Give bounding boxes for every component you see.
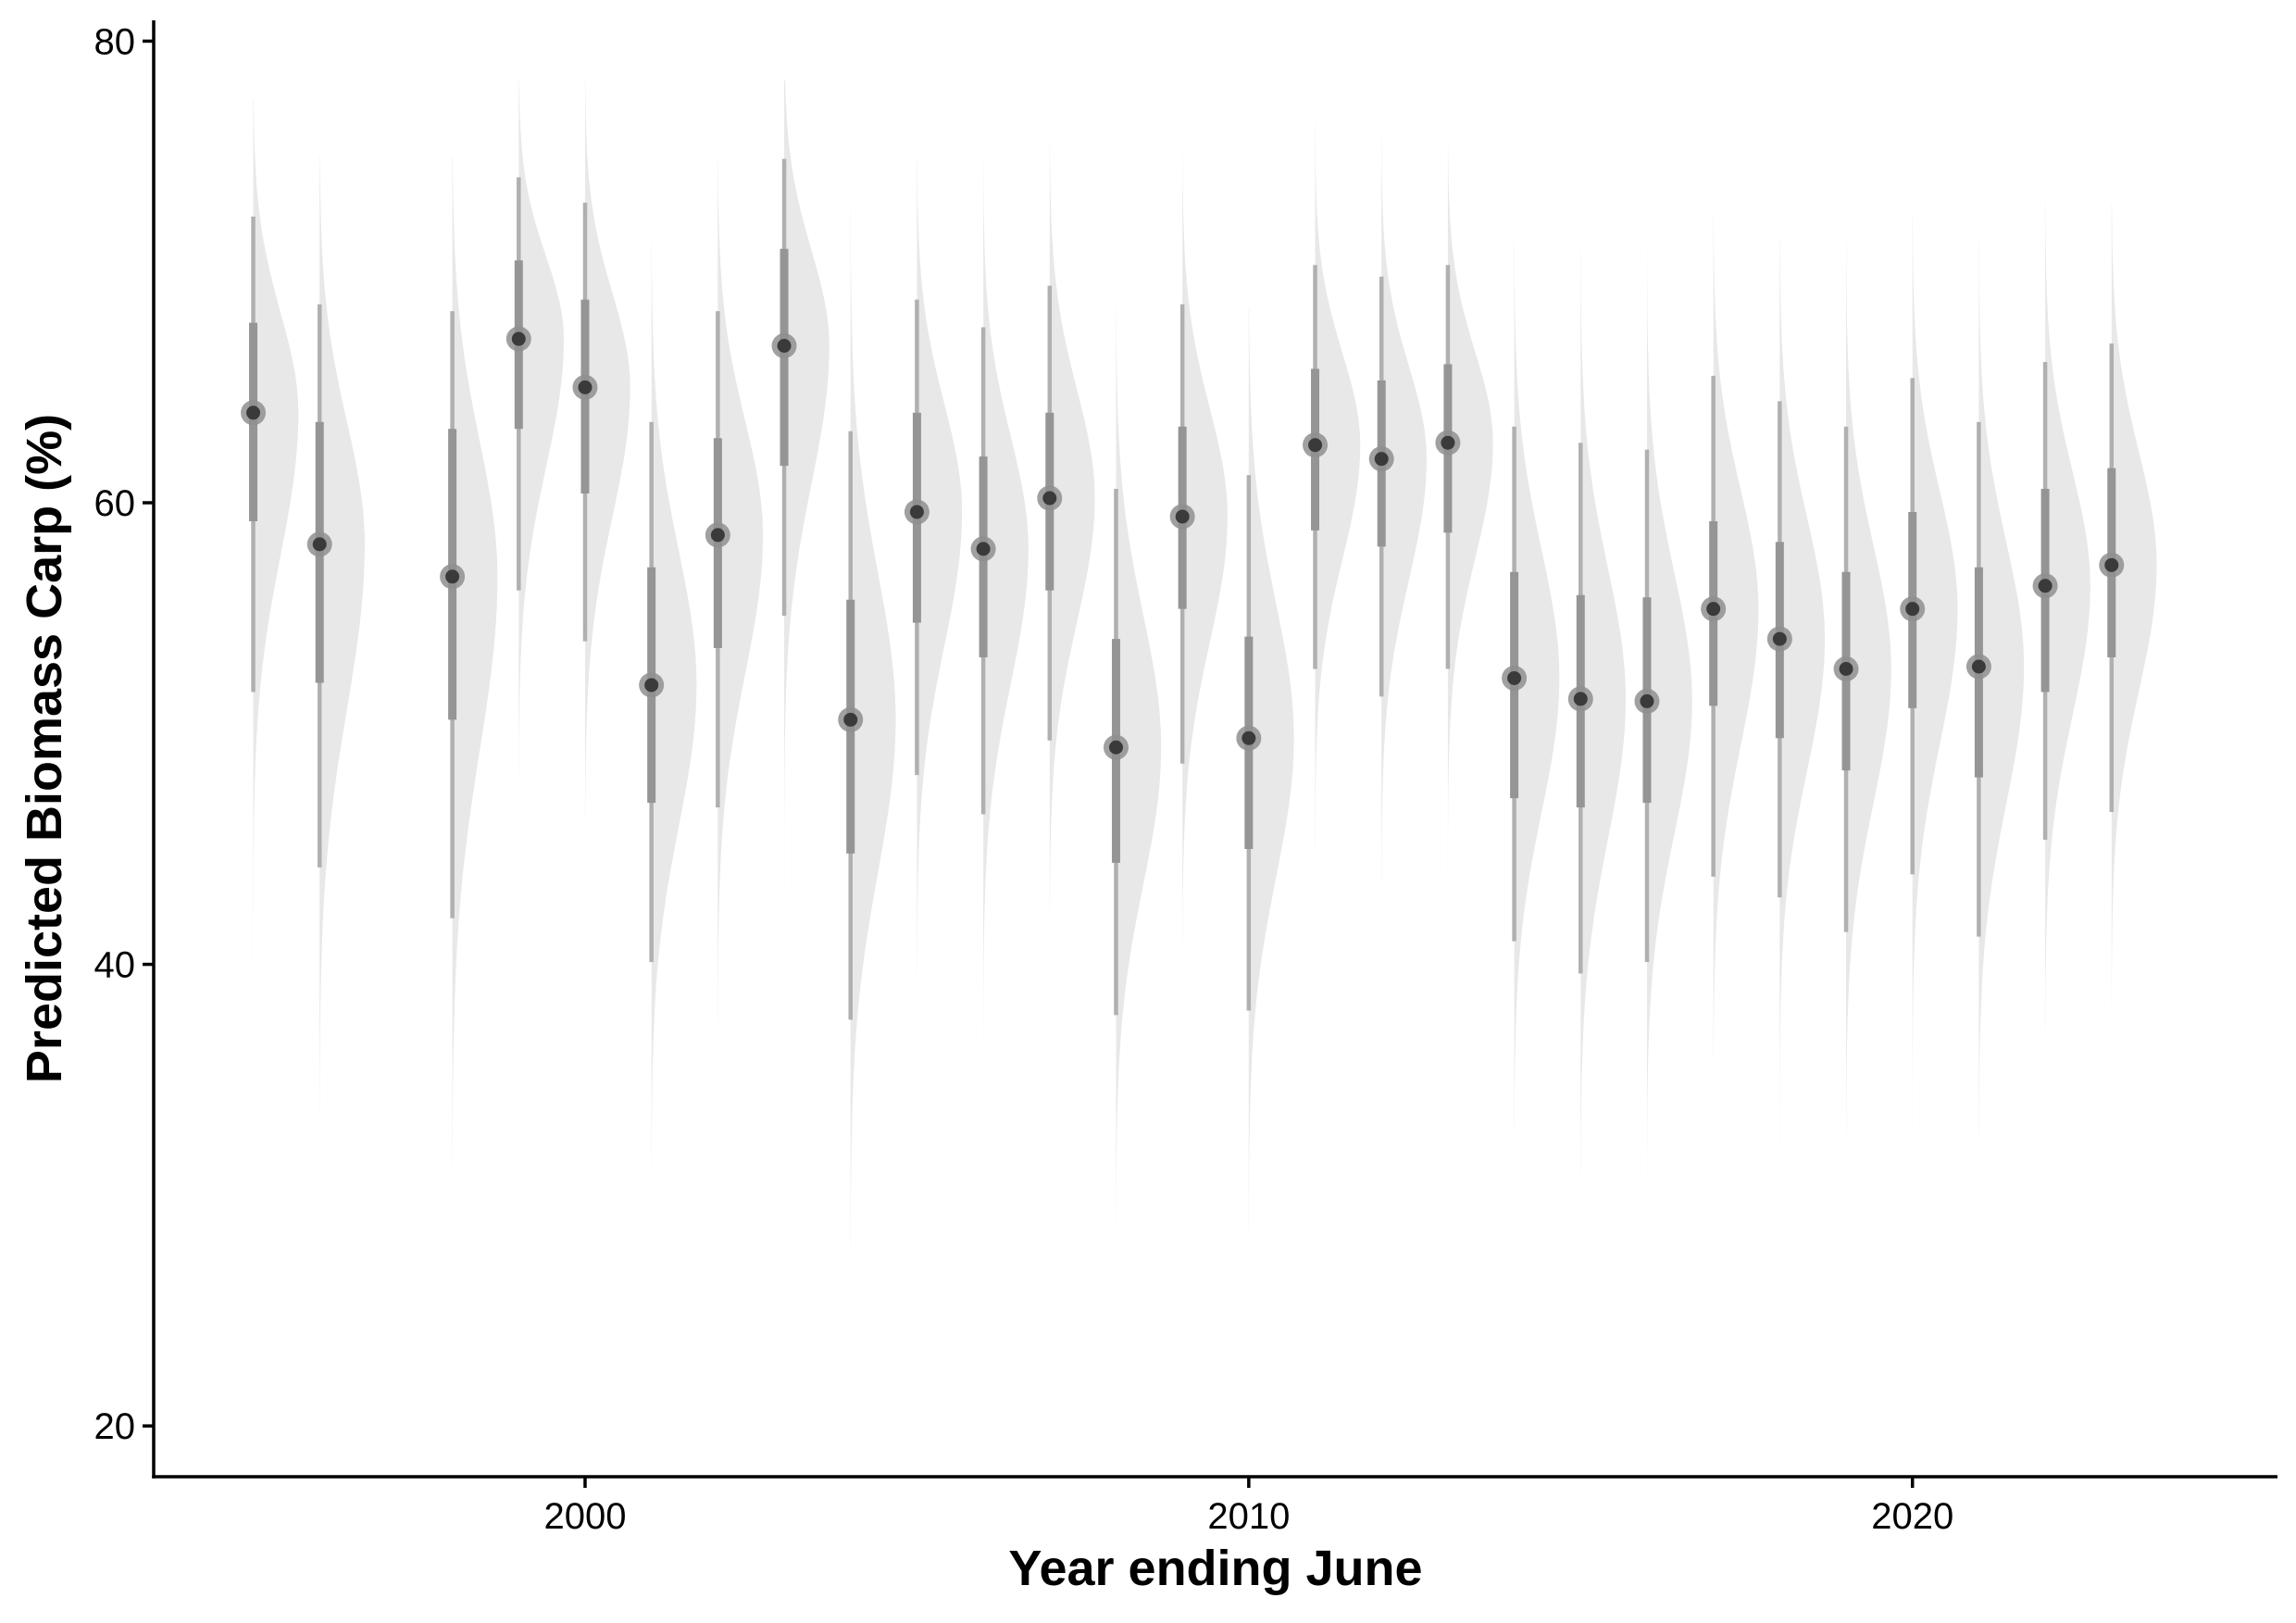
median-center-2013 — [1441, 435, 1455, 450]
data-point-2011 — [1303, 121, 1361, 942]
median-center-2015 — [1573, 692, 1588, 706]
density-1996 — [319, 156, 365, 1161]
y-ticks: 20 40 60 80 — [94, 21, 154, 1447]
median-center-2002 — [710, 528, 725, 543]
density-2018 — [1779, 237, 1826, 1149]
density-2012 — [1381, 133, 1427, 918]
density-2004 — [850, 191, 896, 1415]
x-tick-label: 2000 — [543, 1496, 626, 1537]
density-2015 — [1580, 237, 1626, 1242]
median-center-2004 — [843, 712, 858, 727]
data-point-2007 — [1037, 144, 1095, 1057]
density-2005 — [917, 156, 963, 1195]
density-2023 — [2111, 202, 2157, 1022]
median-center-2014 — [1507, 670, 1522, 685]
median-center-2008 — [1108, 740, 1123, 755]
median-center-2012 — [1374, 452, 1389, 467]
data-point-2006 — [970, 156, 1029, 1127]
data-point-2001 — [639, 237, 697, 1345]
density-2006 — [983, 156, 1029, 1127]
data-point-2021 — [1965, 225, 2025, 1195]
density-2013 — [1447, 144, 1493, 942]
y-tick-label: 20 — [94, 1406, 136, 1447]
chart-marks — [241, 80, 2157, 1415]
data-point-2015 — [1567, 237, 1626, 1242]
median-center-1998 — [445, 569, 460, 584]
data-point-2013 — [1435, 144, 1493, 942]
y-tick-label: 60 — [94, 483, 136, 524]
density-2019 — [1846, 237, 1891, 1138]
median-center-2003 — [777, 338, 792, 353]
density-2001 — [651, 237, 697, 1345]
median-center-2023 — [2104, 557, 2119, 572]
median-center-2016 — [1640, 693, 1654, 708]
median-center-2009 — [1175, 509, 1190, 524]
data-point-2003 — [771, 80, 830, 907]
data-point-1996 — [306, 156, 365, 1161]
density-1999 — [518, 80, 564, 918]
data-point-2009 — [1169, 144, 1228, 1092]
median-center-1995 — [246, 406, 261, 420]
median-center-2007 — [1042, 491, 1057, 506]
data-point-2018 — [1766, 237, 1826, 1149]
density-2021 — [1978, 225, 2025, 1195]
x-tick-label: 2020 — [1871, 1496, 1953, 1537]
density-2007 — [1049, 144, 1095, 1057]
median-center-2010 — [1242, 730, 1256, 745]
data-point-2017 — [1701, 214, 1759, 1057]
median-center-2000 — [578, 380, 593, 394]
median-center-2021 — [1971, 659, 1986, 674]
median-center-2005 — [909, 505, 924, 519]
median-center-1996 — [312, 537, 327, 552]
data-point-2004 — [838, 191, 896, 1415]
data-point-1998 — [440, 156, 498, 1172]
chart-axes: 20 40 60 80 2000 2010 2020 — [94, 20, 2277, 1537]
density-2008 — [1116, 306, 1162, 1368]
density-2016 — [1647, 237, 1692, 1230]
data-point-1999 — [505, 80, 564, 918]
data-point-2010 — [1236, 306, 1294, 1230]
density-2009 — [1182, 144, 1228, 1092]
y-tick-label: 40 — [94, 945, 136, 986]
x-axis-title: Year ending June — [1008, 1541, 1422, 1596]
density-2010 — [1248, 306, 1294, 1230]
data-point-1995 — [241, 98, 299, 965]
data-point-2012 — [1368, 133, 1427, 918]
data-point-2019 — [1833, 237, 1891, 1138]
y-tick-label: 80 — [94, 21, 136, 62]
x-ticks: 2000 2010 2020 — [543, 1477, 1953, 1537]
density-1998 — [452, 156, 498, 1172]
median-center-2017 — [1706, 602, 1721, 617]
density-1995 — [253, 98, 299, 965]
y-axis-title: Predicted Biomass Carp (%) — [17, 414, 72, 1083]
median-center-2001 — [644, 678, 659, 693]
density-2000 — [585, 80, 630, 884]
data-point-2014 — [1502, 214, 1560, 1254]
density-2011 — [1315, 121, 1361, 942]
data-point-2022 — [2032, 202, 2090, 1080]
median-center-1999 — [511, 331, 526, 346]
data-point-2005 — [904, 156, 963, 1195]
density-2022 — [2045, 202, 2090, 1080]
median-center-2018 — [1772, 631, 1787, 646]
data-point-2016 — [1634, 237, 1692, 1230]
data-point-2008 — [1103, 306, 1162, 1368]
density-2002 — [718, 156, 764, 1150]
density-2017 — [1713, 214, 1759, 1057]
median-center-2006 — [976, 542, 991, 556]
data-point-2023 — [2099, 202, 2157, 1022]
median-center-2011 — [1308, 438, 1323, 453]
density-2003 — [784, 80, 830, 907]
data-point-2002 — [705, 156, 764, 1150]
median-center-2022 — [2038, 579, 2053, 593]
median-center-2020 — [1905, 602, 1920, 617]
median-center-2019 — [1839, 661, 1853, 676]
data-point-2020 — [1900, 214, 1958, 1242]
x-tick-label: 2010 — [1207, 1496, 1290, 1537]
density-2014 — [1514, 214, 1560, 1254]
data-point-2000 — [572, 80, 630, 884]
density-2020 — [1912, 214, 1958, 1242]
